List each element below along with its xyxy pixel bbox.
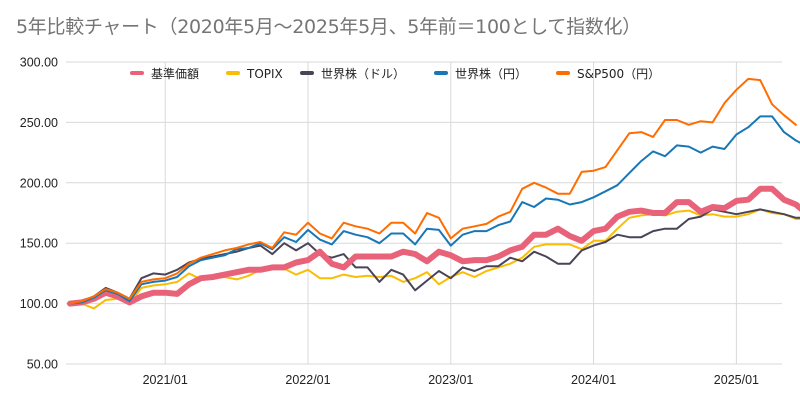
y-tick-label: 200.00 xyxy=(20,176,58,190)
y-tick-label: 50.00 xyxy=(27,358,58,372)
x-tick-label: 2023/01 xyxy=(428,373,473,387)
series-line-0 xyxy=(67,185,800,307)
series-line-3 xyxy=(69,115,800,305)
chart-title: 5年比較チャート（2020年5月～2025年5月、5年前＝100として指数化） xyxy=(16,16,641,38)
legend-swatch xyxy=(130,71,144,75)
x-axis: 2021/01 2022/01 2023/01 2024/01 2025/01 xyxy=(143,373,759,387)
y-tick-label: 100.00 xyxy=(20,297,58,311)
legend-item[interactable]: 世界株（ドル） xyxy=(300,66,405,81)
legend-item[interactable]: 世界株（円） xyxy=(434,66,527,81)
gridlines xyxy=(66,61,782,365)
legend-label: TOPIX xyxy=(246,67,283,81)
legend-label: S&P500（円） xyxy=(577,67,660,81)
legend-item[interactable]: S&P500（円） xyxy=(556,67,660,81)
y-tick-label: 150.00 xyxy=(20,237,58,251)
series-line-4 xyxy=(69,77,797,305)
legend-label: 世界株（円） xyxy=(455,66,527,81)
x-tick-label: 2025/01 xyxy=(714,373,759,387)
series-line-1 xyxy=(69,208,800,310)
legend-swatch xyxy=(434,71,448,75)
x-tick-label: 2021/01 xyxy=(143,373,188,387)
series-lines xyxy=(67,77,800,310)
legend-swatch xyxy=(556,71,570,75)
legend-label: 世界株（ドル） xyxy=(321,66,405,81)
legend-item[interactable]: TOPIX xyxy=(226,67,283,81)
legend-swatch xyxy=(300,71,314,75)
legend-label: 基準価額 xyxy=(151,66,199,81)
y-tick-label: 300.00 xyxy=(20,56,58,70)
legend-item[interactable]: 基準価額 xyxy=(130,66,199,81)
y-axis: 300.00 250.00 200.00 150.00 100.00 50.00 xyxy=(20,56,58,372)
legend-swatch xyxy=(226,71,240,75)
x-tick-label: 2024/01 xyxy=(571,373,616,387)
x-tick-label: 2022/01 xyxy=(285,373,330,387)
legend: 基準価額 TOPIX 世界株（ドル） 世界株（円） S&P500（円） xyxy=(130,66,660,81)
y-tick-label: 250.00 xyxy=(20,116,58,130)
